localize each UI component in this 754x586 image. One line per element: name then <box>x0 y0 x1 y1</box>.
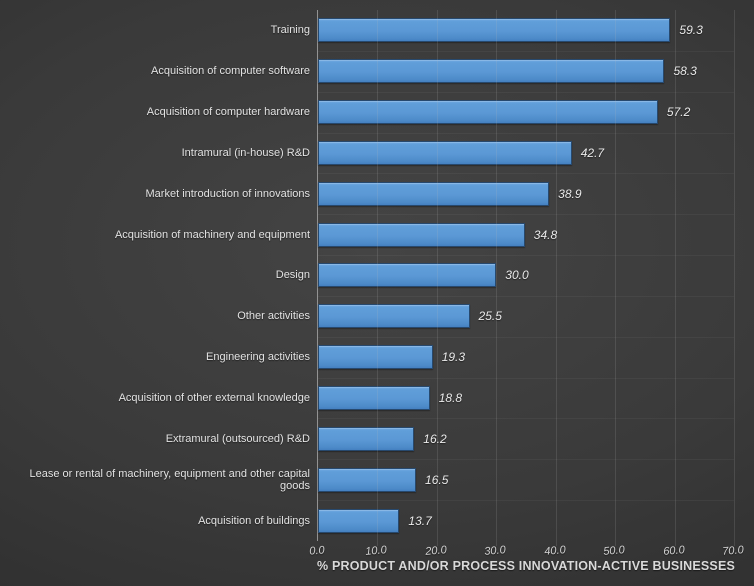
horizontal-gridline <box>318 500 734 502</box>
bar-row: 57.2 <box>318 92 734 133</box>
horizontal-gridline <box>318 377 734 379</box>
bar-value-label: 19.3 <box>441 350 466 365</box>
x-axis-tick-label: 10.0 <box>365 544 388 558</box>
bar-row: 18.8 <box>318 378 734 419</box>
bar <box>318 426 415 451</box>
bar <box>318 508 400 533</box>
bar-row: 38.9 <box>318 173 734 214</box>
category-label: Intramural (in-house) R&D <box>181 146 310 159</box>
bar-row: 16.5 <box>318 459 734 500</box>
category-label: Acquisition of computer software <box>151 65 310 78</box>
bar <box>318 222 525 247</box>
vertical-gridline <box>555 10 557 546</box>
bar <box>318 59 665 84</box>
horizontal-gridline <box>318 418 734 420</box>
vertical-gridline <box>615 10 617 546</box>
category-label: Other activities <box>237 310 310 323</box>
bar-row: 30.0 <box>318 255 734 296</box>
bar <box>318 345 433 370</box>
category-label: Acquisition of machinery and equipment <box>114 228 310 241</box>
x-axis-tick-label: 40.0 <box>543 544 566 558</box>
category-axis-labels: Training Acquisition of computer software… <box>0 10 310 541</box>
bar-value-label: 25.5 <box>478 309 502 324</box>
bar-row: 16.2 <box>318 418 734 459</box>
bar-row: 25.5 <box>318 296 734 337</box>
x-axis-tick-labels: 0.0 10.0 20.0 30.0 40.0 50.0 60.0 70.0 <box>309 544 744 560</box>
bar <box>318 304 470 329</box>
bar-value-label: 57.2 <box>666 105 691 120</box>
x-axis-title: % PRODUCT AND/OR PROCESS INNOVATION-ACTI… <box>317 559 736 573</box>
horizontal-gridline <box>318 459 734 461</box>
bar-value-label: 58.3 <box>673 64 697 79</box>
bar-value-label: 18.8 <box>438 391 463 406</box>
vertical-gridline <box>674 10 676 546</box>
vertical-gridline <box>734 10 735 546</box>
category-label: Lease or rental of machinery, equipment … <box>29 467 310 492</box>
category-label: Acquisition of computer hardware <box>146 106 310 119</box>
category-label: Extramural (outsourced) R&D <box>165 432 310 445</box>
category-label: Acquisition of buildings <box>198 514 310 527</box>
bar-value-label: 16.2 <box>423 431 447 446</box>
bar-row: 59.3 <box>318 10 734 51</box>
horizontal-gridline <box>318 336 734 338</box>
bar-value-label: 34.8 <box>533 227 558 242</box>
category-label: Acquisition of other external knowledge <box>118 392 310 405</box>
x-axis-tick-label: 70.0 <box>721 544 745 558</box>
horizontal-gridline <box>318 295 734 297</box>
bar <box>318 181 550 206</box>
category-label: Engineering activities <box>206 351 310 364</box>
bar-value-label: 59.3 <box>679 23 703 38</box>
bar-value-label: 16.5 <box>425 472 449 487</box>
vertical-gridline <box>436 10 438 546</box>
horizontal-gridline <box>318 91 734 93</box>
x-axis-tick-label: 30.0 <box>484 544 507 558</box>
bar-series: 59.3 58.3 57.2 42.7 38.9 34.8 30.0 25.5 19.3 18.8… <box>318 10 734 541</box>
bar <box>318 263 497 288</box>
bar-value-label: 42.7 <box>580 145 605 160</box>
bar-row: 58.3 <box>318 51 734 92</box>
vertical-gridline <box>377 10 379 546</box>
bar-row: 13.7 <box>318 500 734 541</box>
bar <box>318 386 430 411</box>
category-label: Training <box>270 24 310 37</box>
horizontal-gridline <box>318 132 734 134</box>
bar-row: 19.3 <box>318 337 734 378</box>
category-label: Design <box>275 269 310 282</box>
category-label: Market introduction of innovations <box>145 187 310 200</box>
bar-value-label: 13.7 <box>408 513 432 528</box>
x-axis-tick-label: 0.0 <box>308 544 326 558</box>
bar-value-label: 38.9 <box>558 186 582 201</box>
horizontal-gridline <box>318 214 734 216</box>
bar <box>318 18 671 43</box>
bar <box>318 467 417 492</box>
x-axis-tick-label: 20.0 <box>424 544 448 558</box>
bar <box>318 140 572 165</box>
x-axis-tick-label: 50.0 <box>602 544 626 558</box>
vertical-gridline <box>496 10 498 546</box>
horizontal-gridline <box>318 173 734 175</box>
bar-value-label: 30.0 <box>505 268 529 283</box>
bar <box>318 100 658 125</box>
x-axis-tick-label: 60.0 <box>662 544 685 558</box>
plot-area: 59.3 58.3 57.2 42.7 38.9 34.8 30.0 25.5 19.3 18.8… <box>317 10 735 546</box>
bar-row: 42.7 <box>318 133 734 174</box>
horizontal-gridline <box>318 50 734 52</box>
horizontal-gridline <box>318 255 734 257</box>
bar-row: 34.8 <box>318 214 734 255</box>
